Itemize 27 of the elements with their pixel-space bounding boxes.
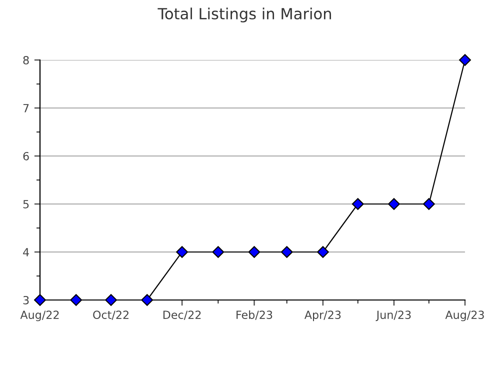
point <box>422 198 435 210</box>
x-tick-label: Feb/23 <box>236 310 272 320</box>
point <box>459 54 471 66</box>
x-tick-label: Dec/22 <box>163 310 201 320</box>
point <box>248 246 260 258</box>
point <box>34 294 46 306</box>
point <box>388 198 400 210</box>
point <box>352 198 364 210</box>
x-tick-label: Jun/23 <box>376 310 411 322</box>
chart-title: Total Listings in Marion <box>158 8 331 22</box>
y-tick-label: 8 <box>23 56 29 64</box>
x-tick-label: Oct/22 <box>93 310 128 320</box>
point <box>105 294 117 306</box>
y-tick-label: 4 <box>23 248 29 256</box>
y-tick-label: 5 <box>23 200 29 208</box>
point <box>141 294 154 306</box>
point <box>70 294 82 306</box>
y-tick-label: 3 <box>23 296 29 304</box>
x-tick-label: Aug/22 <box>20 310 59 322</box>
x-tick-label: Apr/23 <box>304 310 341 322</box>
point <box>212 246 224 258</box>
y-tick-label: 7 <box>23 104 29 112</box>
y-tick-label: 6 <box>23 152 29 160</box>
point <box>176 246 188 258</box>
point <box>316 246 329 258</box>
point <box>280 246 293 258</box>
x-tick-label: Aug/23 <box>445 310 484 322</box>
